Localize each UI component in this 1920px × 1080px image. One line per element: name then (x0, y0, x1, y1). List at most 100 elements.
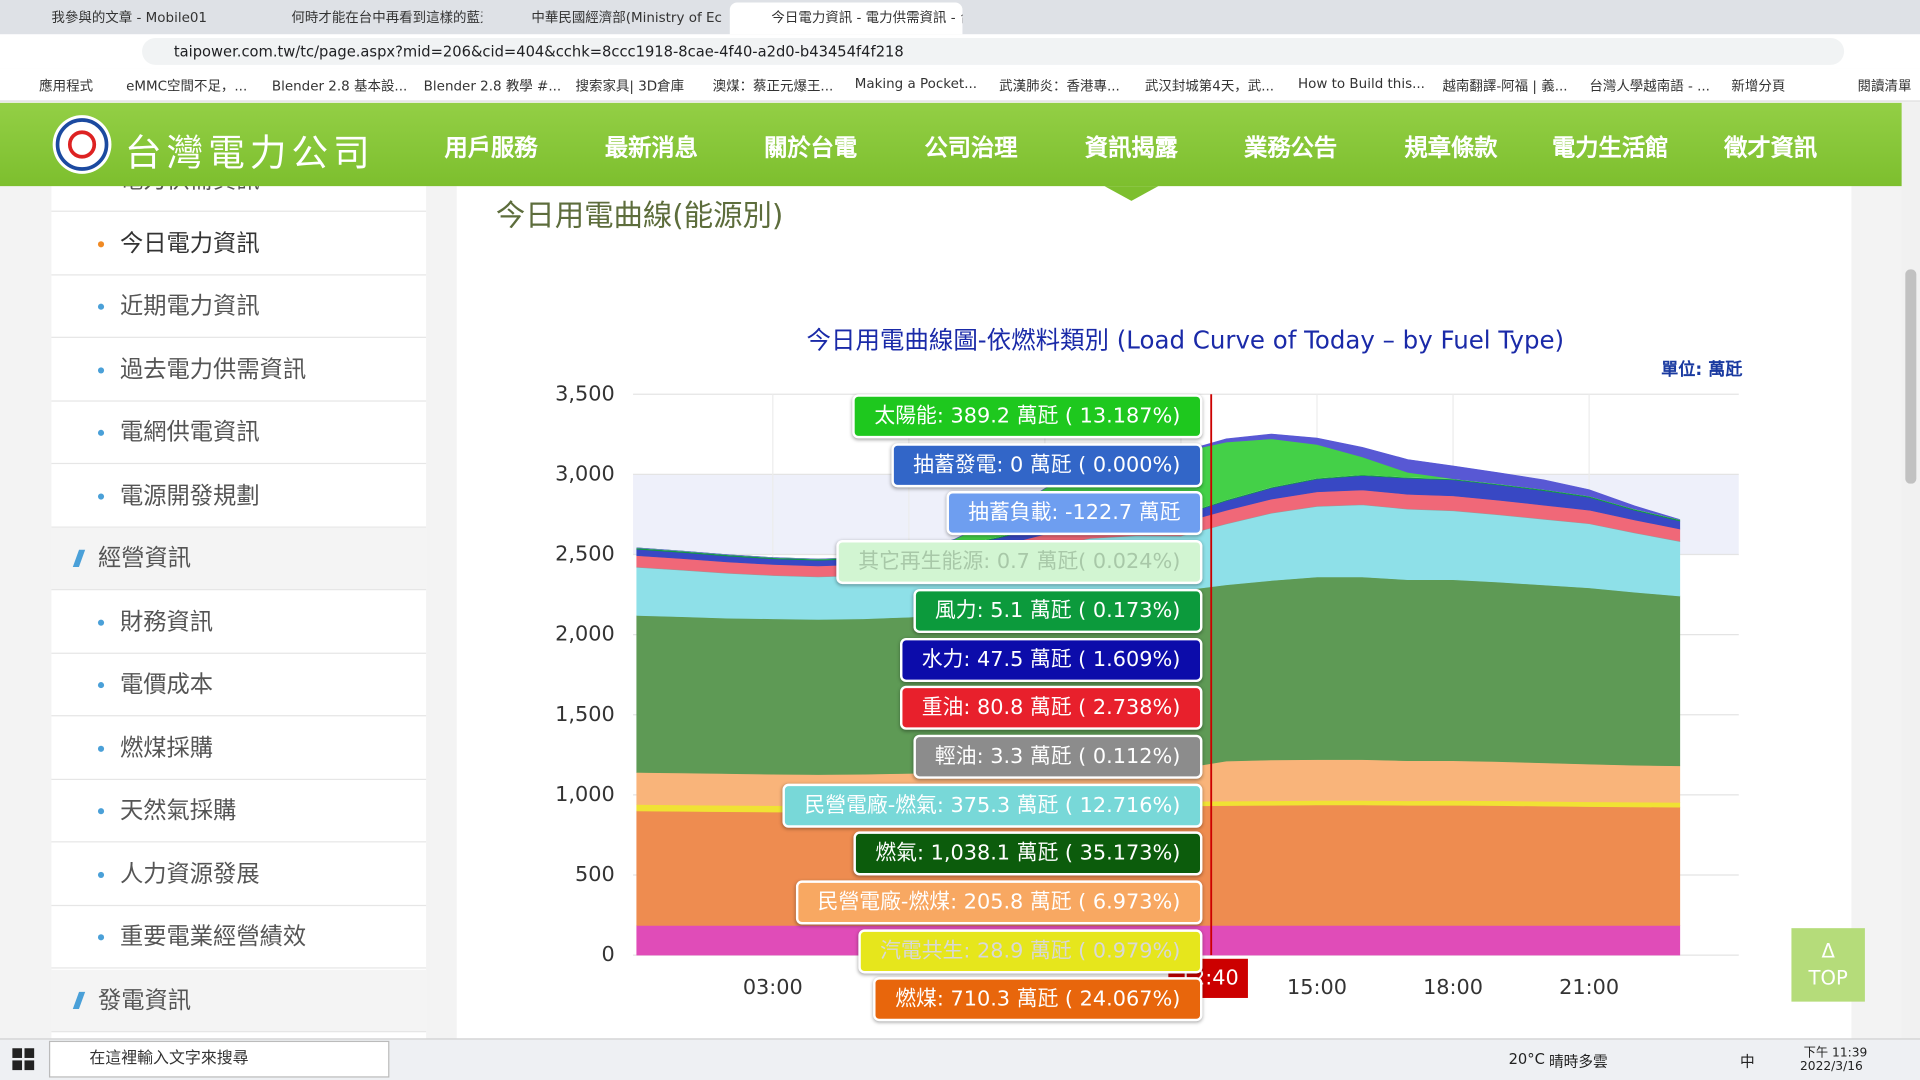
sidebar-label: 重要電業經營績效 (120, 923, 307, 951)
top-label: TOP (1808, 966, 1848, 990)
sidebar-label: 天然氣採購 (120, 797, 237, 825)
tooltip-row: 抽蓄發電: 0 萬瓩 ( 0.000%) (891, 442, 1203, 487)
bullet (97, 745, 105, 752)
tooltip-row: 風力: 5.1 萬瓩 ( 0.173%) (912, 588, 1203, 633)
bookmark[interactable]: 台灣人學越南語 - ... (1589, 78, 1710, 95)
sidebar-item[interactable]: 財務資訊 (51, 591, 427, 654)
logo-text[interactable]: 台灣電力公司 (124, 132, 375, 176)
bookmark[interactable]: 武汉封城第4天，武... (1144, 78, 1275, 95)
x-tick-label: 03:00 (743, 975, 803, 999)
bookmark[interactable]: 閱讀清單 (1857, 78, 1912, 95)
sidebar-item[interactable]: 人力資源發展 (51, 843, 427, 906)
browser-tab[interactable]: 何時才能在台中再看到這樣的藍天 (291, 9, 483, 26)
bookmark[interactable]: 應用程式 (39, 78, 94, 95)
sidebar-item[interactable]: 燃煤採購 (51, 717, 427, 780)
sidebar-item[interactable]: 今日電力資訊 (51, 212, 427, 275)
site-header: 台灣電力公司 (0, 102, 1902, 187)
nav-item[interactable]: 關於台電 (764, 134, 858, 162)
bullet (97, 871, 105, 878)
bullet (97, 808, 105, 815)
tooltip-row: 其它再生能源: 0.7 萬瓩( 0.024%) (836, 540, 1203, 585)
start-button[interactable] (12, 1048, 35, 1071)
sidebar-item[interactable]: 近期電力資訊 (51, 276, 427, 338)
sidebar-label: 電價成本 (120, 671, 214, 698)
page-heading: 今日用電曲線(能源別) (495, 198, 784, 233)
sidebar-label: 電網供電資訊 (120, 418, 260, 446)
y-tick-label: 0 (601, 942, 614, 966)
sidebar-section[interactable]: 經營資訊 (51, 527, 427, 591)
y-tick-label: 1,000 (555, 782, 615, 806)
tooltip-row: 太陽能: 389.2 萬瓩 ( 13.187%) (852, 394, 1203, 439)
tooltip-row: 汽電共生: 28.9 萬瓩 ( 0.979%) (858, 929, 1203, 974)
x-tick-label: 18:00 (1423, 975, 1483, 999)
temperature: 20°C (1508, 1050, 1545, 1068)
sidebar-item[interactable]: 電價成本 (51, 654, 427, 717)
nav-item[interactable]: 最新消息 (604, 134, 698, 162)
sidebar-section[interactable]: 發電資訊 (51, 969, 427, 1032)
clock-date: 2022/3/16 (1800, 1060, 1863, 1074)
sidebar-label: 燃煤採購 (120, 734, 214, 762)
nav-item[interactable]: 業務公告 (1244, 134, 1338, 162)
tooltip-row: 民營電廠-燃氣: 375.3 萬瓩 ( 12.716%) (782, 783, 1203, 828)
nav-item[interactable]: 徵才資訊 (1724, 134, 1818, 162)
bullet (97, 303, 105, 310)
y-tick-label: 3,000 (555, 461, 615, 485)
sidebar-label: 過去電力供需資訊 (120, 355, 307, 383)
sidebar-label: 近期電力資訊 (120, 292, 260, 320)
bookmark[interactable]: Making a Pocket... (854, 75, 978, 92)
bookmark[interactable]: Blender 2.8 教學 #... (423, 78, 562, 95)
bookmark[interactable]: 新增分頁 (1731, 78, 1786, 95)
y-tick-label: 2,000 (555, 622, 615, 646)
nav-item[interactable]: 用戶服務 (444, 134, 538, 162)
y-tick-label: 2,500 (555, 542, 615, 566)
weather: 晴時多雲 (1548, 1053, 1608, 1071)
taskbar-search[interactable]: 在這裡輸入文字來搜尋 (48, 1040, 390, 1078)
bookmarks-bar (0, 68, 1920, 102)
browser-tab[interactable]: 今日電力資訊 - 電力供需資訊 - 台 (729, 2, 963, 35)
y-tick-label: 3,500 (555, 381, 615, 405)
sidebar-item[interactable]: 電源開發規劃 (51, 465, 427, 528)
ime[interactable]: 中 (1740, 1053, 1755, 1071)
bookmark[interactable]: 武漢肺炎：香港專... (999, 78, 1120, 95)
scroll-thumb[interactable] (1905, 269, 1917, 484)
bookmark[interactable]: eMMC空間不足，... (126, 78, 248, 95)
sidebar-item[interactable]: 天然氣採購 (51, 780, 427, 843)
sidebar-item[interactable]: 過去電力供需資訊 (51, 339, 427, 402)
bookmark[interactable]: How to Build this... (1297, 75, 1425, 92)
tooltip-row: 重油: 80.8 萬瓩 ( 2.738%) (899, 685, 1203, 731)
x-tick-label: 21:00 (1559, 975, 1619, 999)
browser-tab[interactable]: 我參與的文章 - Mobile01 (51, 9, 207, 26)
y-tick-label: 1,500 (555, 702, 615, 726)
bookmark[interactable]: 越南翻譯-阿福 | 義... (1442, 78, 1568, 95)
tooltip-row: 燃煤: 710.3 萬瓩 ( 24.067%) (873, 977, 1203, 1022)
bullet (97, 492, 105, 499)
bookmark[interactable]: 澳煤：蔡正元爆王... (712, 78, 834, 95)
x-tick-label: 15:00 (1287, 975, 1347, 999)
bullet (97, 618, 105, 626)
bullet (97, 240, 105, 247)
browser-tab[interactable]: 中華民國經濟部(Ministry of Eco (531, 9, 723, 26)
sidebar-item[interactable]: 重要電業經營績效 (51, 906, 427, 969)
sidebar-label: 經營資訊 (97, 544, 192, 572)
bullet (97, 366, 105, 373)
tooltip-row: 抽蓄負載: -122.7 萬瓩 (946, 491, 1203, 536)
tooltip-row: 燃氣: 1,038.1 萬瓩 ( 35.173%) (853, 831, 1203, 876)
bullet (97, 682, 105, 689)
back-to-top[interactable]: Δ TOP (1791, 928, 1865, 1002)
url-field[interactable]: taipower.com.tw/tc/page.aspx?mid=206&cid… (142, 37, 1845, 65)
nav-item[interactable]: 公司治理 (924, 134, 1018, 162)
nav-item[interactable]: 資訊揭露 (1084, 134, 1178, 162)
sidebar-label: 發電資訊 (97, 986, 192, 1014)
bullet (97, 934, 105, 941)
sidebar-item[interactable]: 電網供電資訊 (51, 402, 427, 465)
unit-label: 單位: 萬瓩 (1661, 359, 1743, 380)
nav-active-arrow (1104, 186, 1159, 201)
nav-item[interactable]: 電力生活館 (1552, 134, 1669, 162)
bookmark[interactable]: Blender 2.8 基本設... (271, 78, 408, 95)
nav-item[interactable]: 規章條款 (1404, 134, 1498, 162)
top-arrow: Δ (1821, 939, 1835, 963)
logo-icon (52, 115, 112, 174)
sidebar-label: 財務資訊 (120, 607, 214, 635)
bookmark[interactable]: 搜索家具| 3D倉庫 (575, 78, 685, 95)
